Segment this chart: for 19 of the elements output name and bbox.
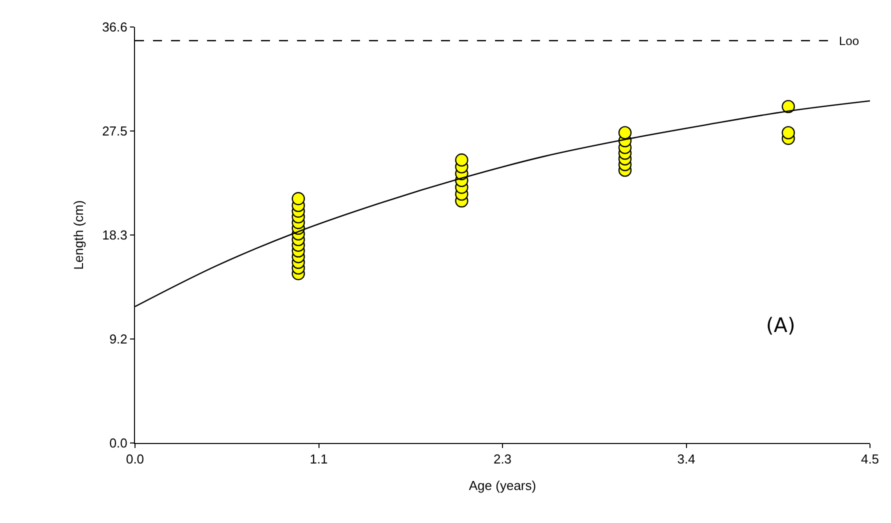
x-tick-label: 3.4 <box>677 452 696 467</box>
x-tick-label: 4.5 <box>860 452 880 467</box>
point <box>455 153 468 167</box>
x-axis-title: Age (years) <box>468 478 536 494</box>
point <box>292 192 305 206</box>
annotation: (A) <box>766 313 796 337</box>
point <box>618 126 632 140</box>
point <box>782 100 795 114</box>
x-tick-label: 1.1 <box>310 452 328 467</box>
ref-line-label: Loo <box>839 34 860 48</box>
point <box>782 126 795 140</box>
y-tick-label: 9.2 <box>109 332 128 347</box>
y-tick-label: 36.6 <box>102 20 128 35</box>
y-axis-title: Length (cm) <box>71 200 86 270</box>
y-tick-label: 27.5 <box>102 124 128 139</box>
y-tick-label: 0.0 <box>109 436 128 451</box>
x-tick-label: 0.0 <box>126 452 144 467</box>
x-tick-label: 2.3 <box>493 452 512 467</box>
y-tick-label: 18.3 <box>102 228 128 243</box>
